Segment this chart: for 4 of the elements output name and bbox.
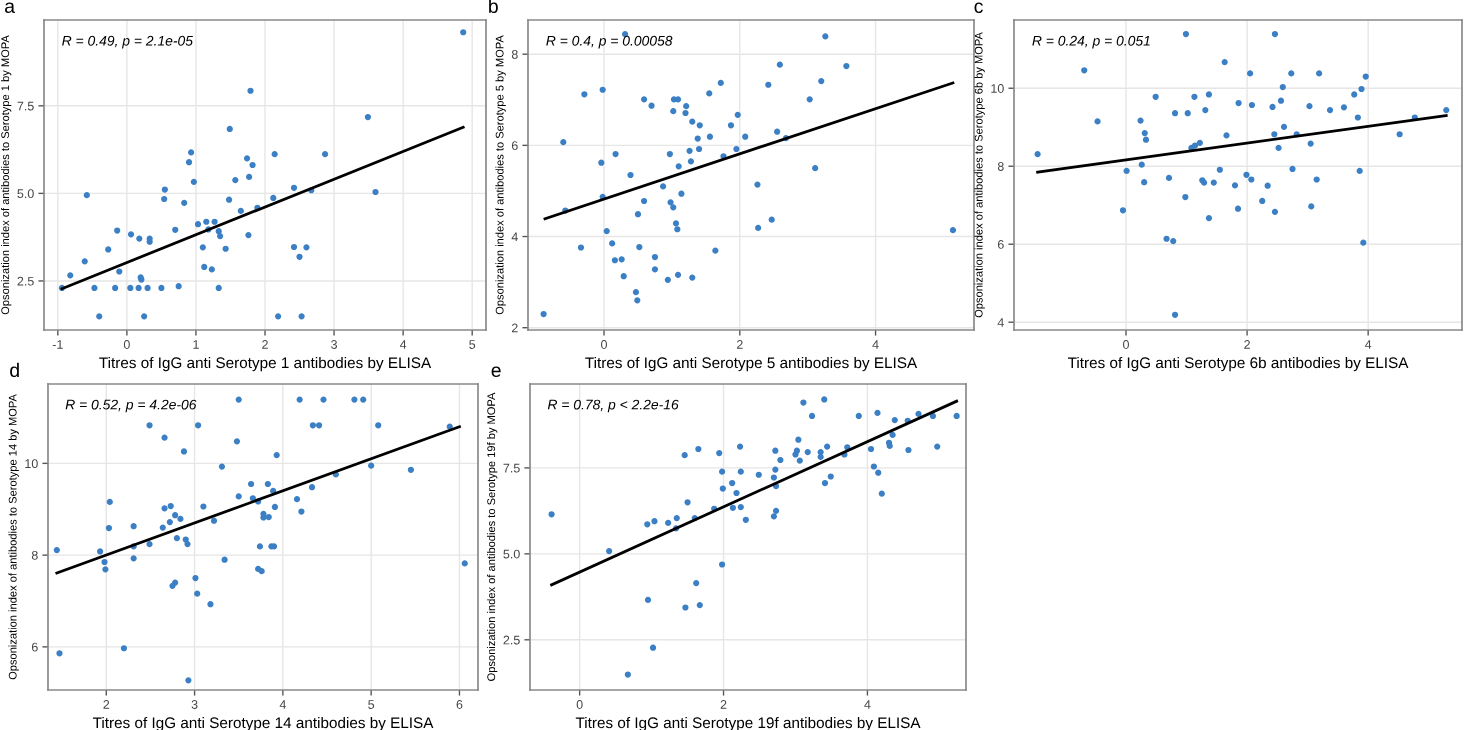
chart-title: a [5,2,16,14]
chart-title: c [974,2,983,14]
chart-title: d [10,362,19,378]
chart-title: e [491,366,501,378]
